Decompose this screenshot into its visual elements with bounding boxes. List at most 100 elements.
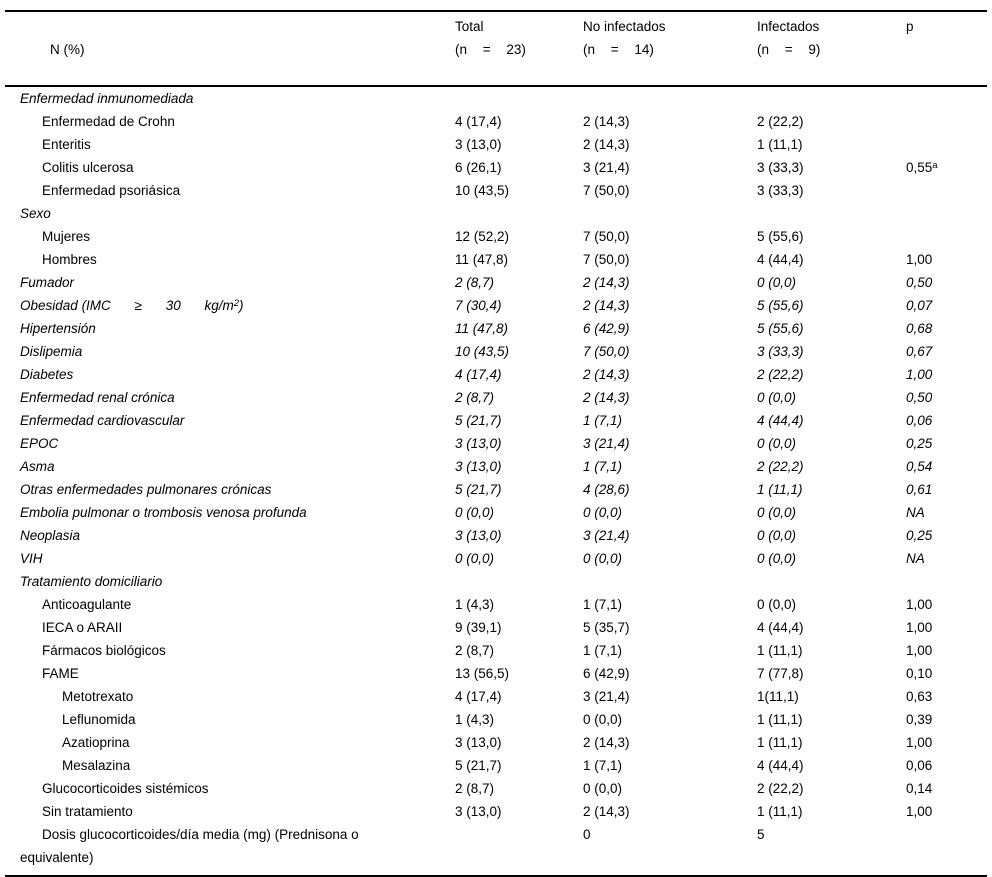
cell-infectados: [757, 202, 906, 225]
cell-no-infectados: 7 (50,0): [583, 340, 757, 363]
cell-no-infectados: [583, 87, 757, 110]
cell-value: 0,06: [906, 758, 933, 773]
column-header-label: Infectados: [757, 19, 820, 34]
table-row: EPOC 3 (13,0) 3 (21,4) 0 (0,0) 0,25: [5, 432, 987, 455]
cell-value: 1 (7,1): [583, 758, 623, 773]
row-label: Obesidad (IMC ≥ 30 kg/m2): [5, 294, 455, 317]
cell-value: 5: [757, 827, 765, 842]
table-row: Embolia pulmonar o trombosis venosa prof…: [5, 501, 987, 524]
cell-infectados: 4 (44,4): [757, 754, 906, 777]
row-label-text: Hipertensión: [20, 321, 96, 336]
cell-infectados: 1 (11,1): [757, 731, 906, 754]
cell-value: 3 (13,0): [455, 137, 502, 152]
cell-value: 2 (22,2): [757, 367, 804, 382]
cell-value: 1,00: [906, 367, 933, 382]
cell-no-infectados: [583, 570, 757, 593]
row-label: Enfermedad cardiovascular: [5, 409, 455, 432]
cell-p: [906, 179, 987, 202]
cell-value: 3 (33,3): [757, 160, 804, 175]
cell-p: 1,00: [906, 639, 987, 662]
cell-value: 2 (14,3): [583, 137, 630, 152]
table-body: Enfermedad inmunomediada Enfermedad de Cr…: [5, 87, 987, 875]
cell-value: 5 (21,7): [455, 482, 502, 497]
cell-infectados: 2 (22,2): [757, 455, 906, 478]
row-label: Fármacos biológicos: [5, 639, 455, 662]
cell-p: 0,39: [906, 708, 987, 731]
cell-value: 2 (8,7): [455, 275, 495, 290]
cell-infectados: 1 (11,1): [757, 708, 906, 731]
cell-p: 0,25: [906, 432, 987, 455]
cell-p: 1,00: [906, 363, 987, 386]
cell-value: 0: [583, 827, 591, 842]
cell-total: 4 (17,4): [455, 363, 583, 386]
cell-value: 3 (13,0): [455, 804, 502, 819]
cell-no-infectados: 3 (21,4): [583, 685, 757, 708]
cell-infectados: 1 (11,1): [757, 639, 906, 662]
cell-value: 0 (0,0): [583, 712, 623, 727]
row-label-text: (IMC ≥ 30 kg/m: [81, 298, 234, 313]
cell-value: 1 (11,1): [757, 735, 803, 750]
column-header-n-count: (n = 23): [455, 42, 526, 57]
cell-no-infectados: 4 (28,6): [583, 478, 757, 501]
cell-p: [906, 570, 987, 593]
cell-infectados: 1(11,1): [757, 685, 906, 708]
cell-no-infectados: 3 (21,4): [583, 156, 757, 179]
table-row: Enfermedad de Crohn 4 (17,4) 2 (14,3) 2 (22…: [5, 110, 987, 133]
row-label-text: Embolia pulmonar o trombosis venosa prof…: [20, 505, 307, 520]
table-row: Enfermedad psoriásica 10 (43,5) 7 (50,0) 3 …: [5, 179, 987, 202]
cell-value: 13 (56,5): [455, 666, 510, 681]
cell-total: [455, 202, 583, 225]
row-label-text: Hombres: [42, 252, 97, 267]
table-row: Mujeres 12 (52,2) 7 (50,0) 5 (55,6): [5, 225, 987, 248]
cell-no-infectados: 6 (42,9): [583, 662, 757, 685]
cell-value: 3 (21,4): [583, 689, 630, 704]
cell-total: 9 (39,1): [455, 616, 583, 639]
cell-p: [906, 225, 987, 248]
table-row: Colitis ulcerosa 6 (26,1) 3 (21,4) 3 (33,3)…: [5, 156, 987, 179]
cell-no-infectados: 0 (0,0): [583, 777, 757, 800]
cell-value: 2 (8,7): [455, 781, 495, 796]
cell-infectados: [757, 570, 906, 593]
cell-value: 0,63: [906, 689, 933, 704]
cell-total: 2 (8,7): [455, 777, 583, 800]
cell-value: 1 (7,1): [583, 413, 623, 428]
cell-total: 10 (43,5): [455, 340, 583, 363]
cell-value: 0 (0,0): [583, 781, 623, 796]
row-label: Mujeres: [5, 225, 455, 248]
table-row: Diabetes 4 (17,4) 2 (14,3) 2 (22,2) 1,00: [5, 363, 987, 386]
cell-total: 12 (52,2): [455, 225, 583, 248]
cell-value: 1,00: [906, 804, 933, 819]
table-row: Sexo: [5, 202, 987, 225]
row-label-text: Fármacos biológicos: [42, 643, 166, 658]
row-label: Asma: [5, 455, 455, 478]
cell-value: 3 (33,3): [757, 183, 804, 198]
cell-p: [906, 823, 987, 869]
cell-value: 10 (43,5): [455, 344, 510, 359]
table-header-row: N (%) Total (n = 23) No infectados (n = …: [5, 15, 987, 84]
cell-total: 3 (13,0): [455, 524, 583, 547]
cell-no-infectados: 7 (50,0): [583, 179, 757, 202]
cell-value: 7 (50,0): [583, 229, 630, 244]
cell-p: 0,67: [906, 340, 987, 363]
cell-total: 3 (13,0): [455, 432, 583, 455]
cell-p: [906, 133, 987, 156]
cell-value: 0,39: [906, 712, 933, 727]
cell-p: 1,00: [906, 800, 987, 823]
row-label: Hipertensión: [5, 317, 455, 340]
cell-value: 0,55: [906, 160, 933, 175]
cell-p: [906, 87, 987, 110]
cell-no-infectados: 1 (7,1): [583, 409, 757, 432]
cell-no-infectados: 0: [583, 823, 757, 869]
cell-value: 0 (0,0): [455, 505, 495, 520]
table-row: Otras enfermedades pulmonares crónicas 5 …: [5, 478, 987, 501]
cell-infectados: 0 (0,0): [757, 547, 906, 570]
table-row: Sin tratamiento 3 (13,0) 2 (14,3) 1 (11,1) 1…: [5, 800, 987, 823]
cell-value: 1,00: [906, 597, 933, 612]
cell-value: 0,07: [906, 298, 933, 313]
cell-value: 2 (22,2): [757, 459, 804, 474]
row-label-text: Metotrexato: [62, 689, 134, 704]
cell-value: 10 (43,5): [455, 183, 510, 198]
row-label: Tratamiento domiciliario: [5, 570, 455, 593]
cell-p: 0,06: [906, 754, 987, 777]
row-label-text: Enfermedad cardiovascular: [20, 413, 185, 428]
